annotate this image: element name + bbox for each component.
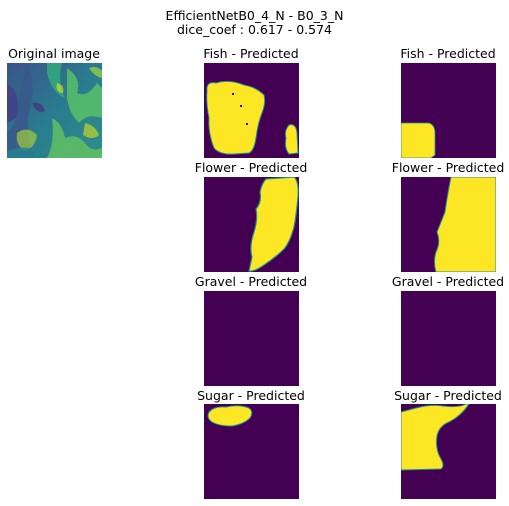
- flower-right-label: Flower - Predicted: [391, 160, 505, 175]
- flower-right-mask: [401, 177, 496, 272]
- original-image-label: Original image: [8, 46, 100, 61]
- gravel-left-mask: [204, 291, 299, 386]
- sugar-right-mask: [401, 404, 496, 499]
- sugar-right-label: Sugar - Predicted: [394, 388, 502, 403]
- gravel-right-label: Gravel - Predicted: [391, 274, 505, 289]
- figure-title: EfficientNetB0_4_N - B0_3_N: [165, 8, 344, 23]
- fish-left-mask: [204, 63, 299, 158]
- sugar-left-mask: [204, 404, 299, 499]
- sugar-left-label: Sugar - Predicted: [197, 388, 305, 403]
- fish-right-mask: [401, 63, 496, 158]
- original-image: [7, 63, 102, 158]
- gravel-right-mask: [401, 291, 496, 386]
- figure-subtitle: dice_coef : 0.617 - 0.574: [176, 22, 333, 37]
- gravel-left-label: Gravel - Predicted: [194, 274, 308, 289]
- flower-left-label: Flower - Predicted: [194, 160, 308, 175]
- fish-right-label: Fish - Predicted: [400, 46, 496, 61]
- flower-left-mask: [204, 177, 299, 272]
- fish-left-label: Fish - Predicted: [203, 46, 299, 61]
